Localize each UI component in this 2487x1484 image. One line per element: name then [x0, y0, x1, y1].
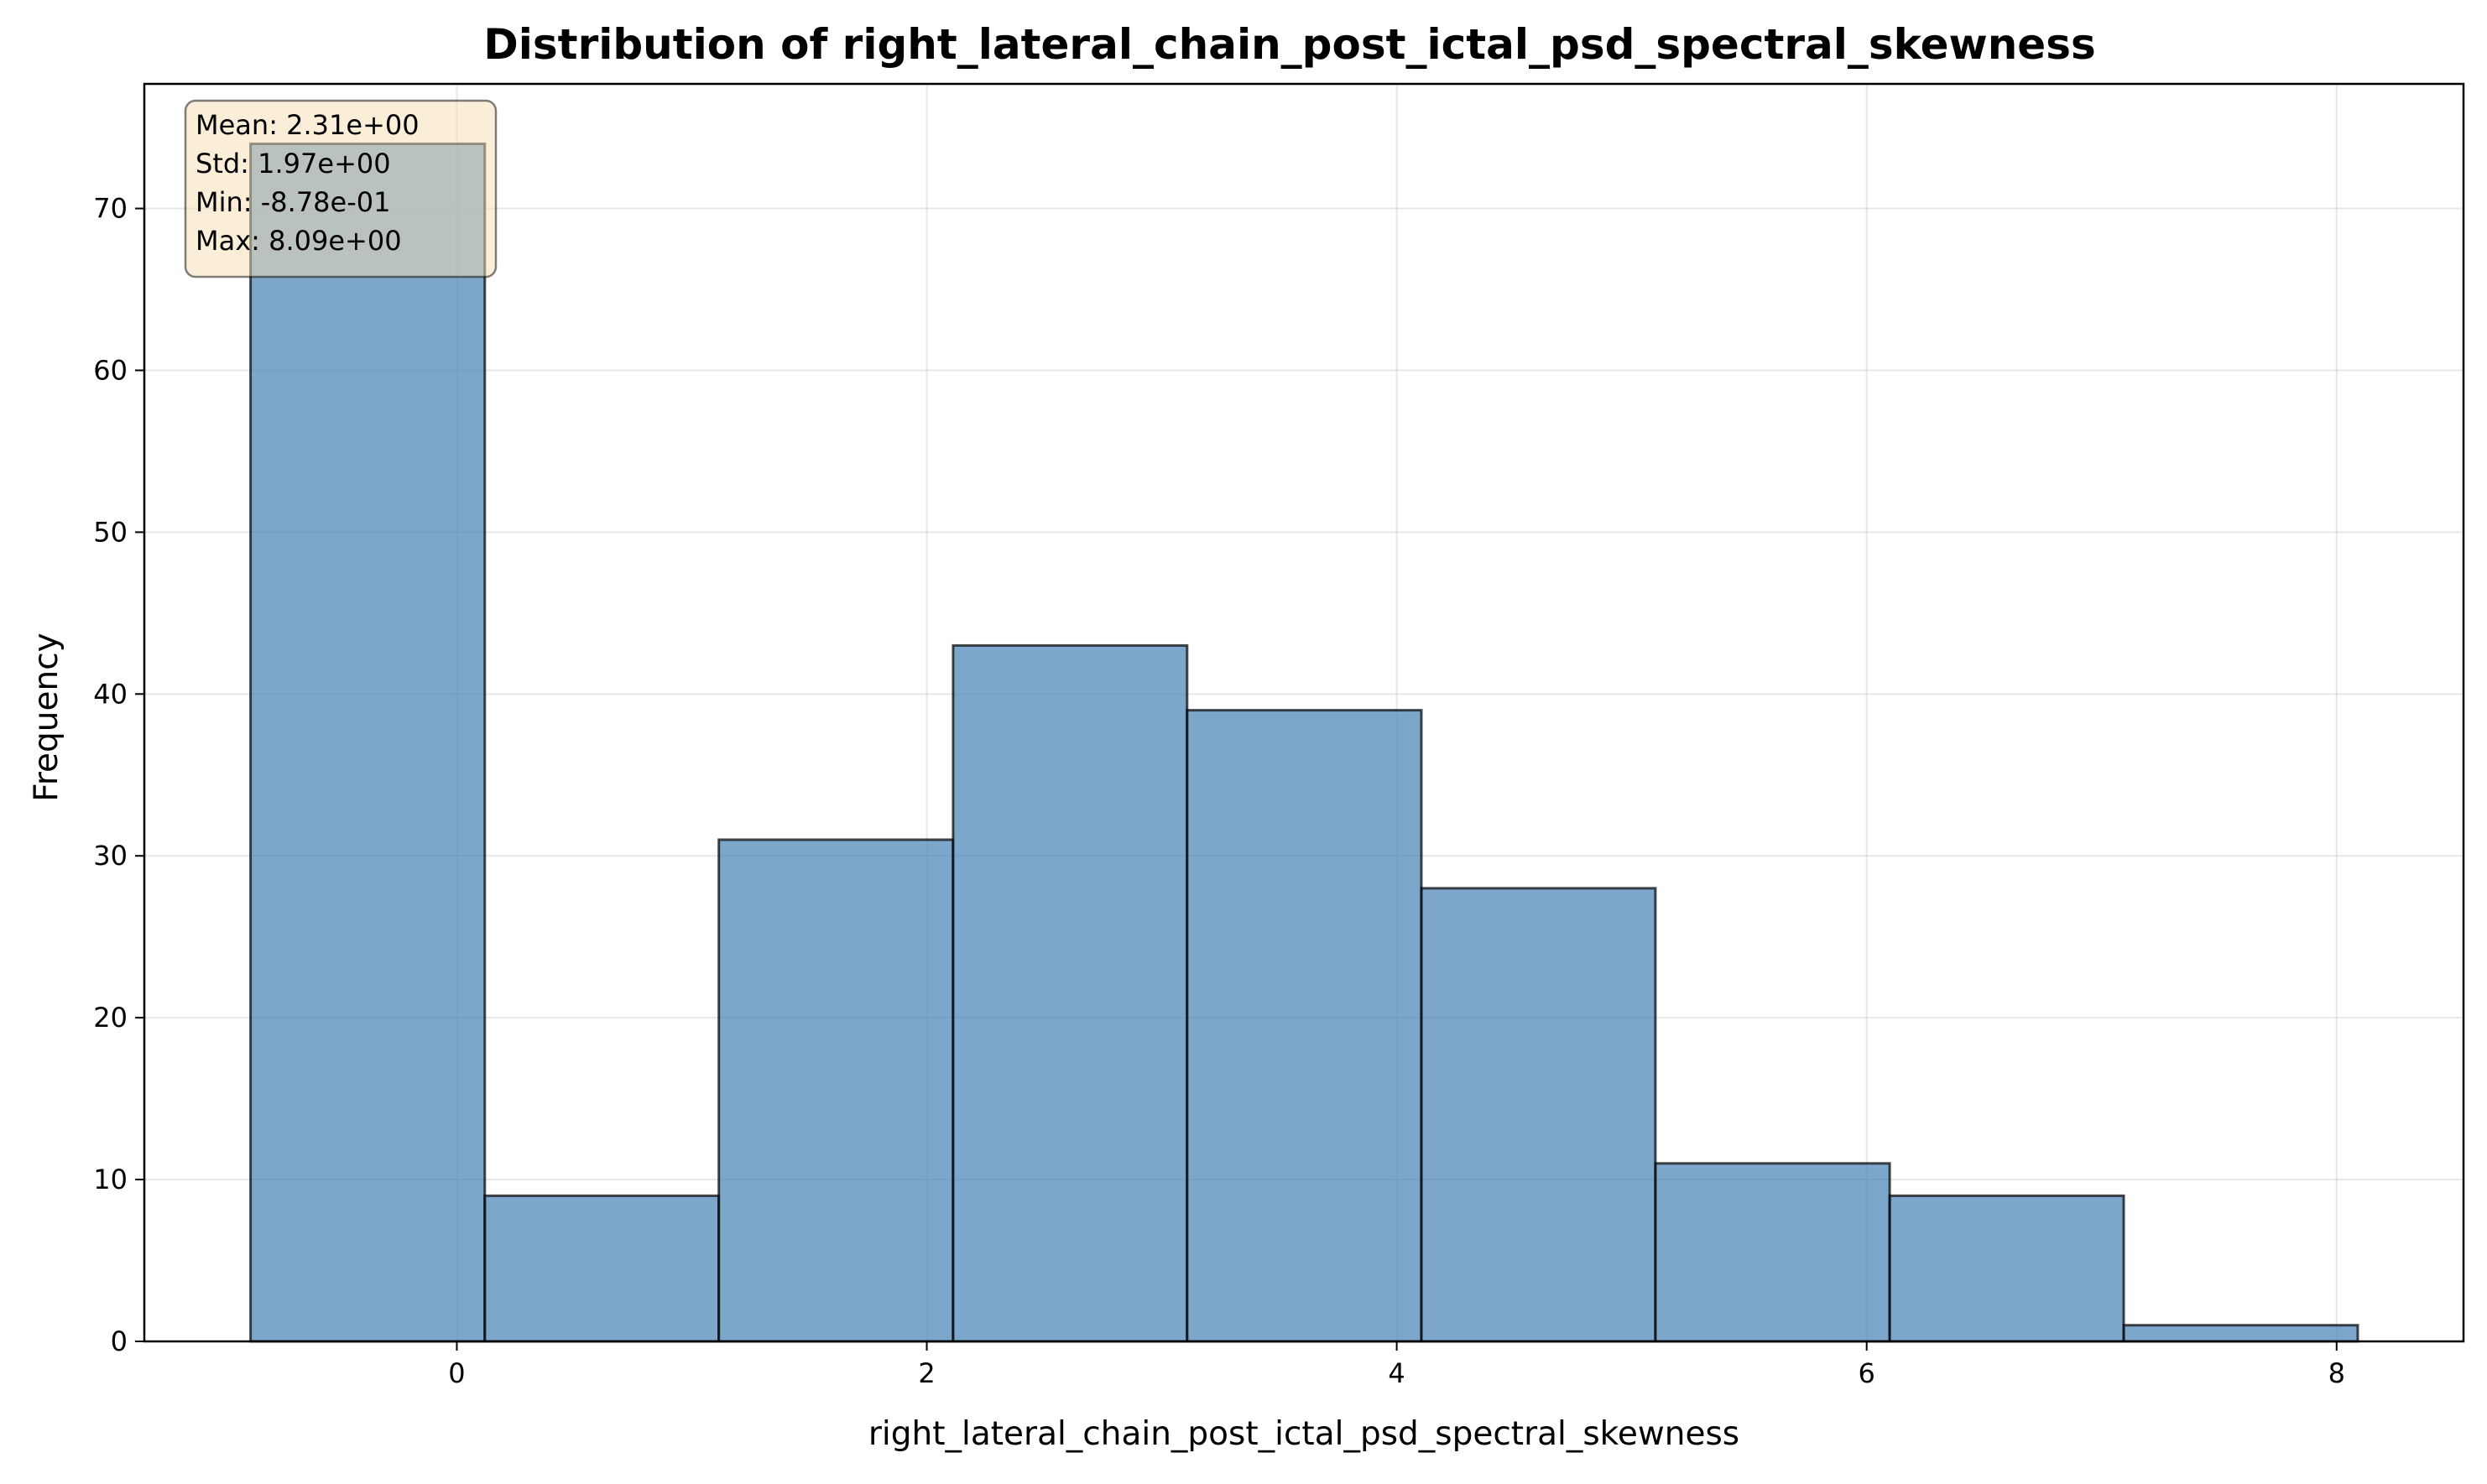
stats-line: Max: 8.09e+00 — [196, 225, 402, 257]
y-axis-label: Frequency — [28, 633, 65, 801]
histogram-bar — [717, 838, 955, 1343]
ticks-layer: 0 2 4 6 8 0 10 20 30 40 50 60 70 — [93, 193, 2345, 1389]
y-tick-label: 40 — [93, 678, 128, 710]
y-tick-label: 60 — [93, 354, 128, 386]
histogram-bar — [483, 1194, 721, 1343]
bars-layer — [249, 142, 2359, 1343]
histogram-bar — [1888, 1194, 2125, 1343]
histogram-bar — [952, 643, 1189, 1343]
x-axis-label: right_lateral_chain_post_ictal_psd_spect… — [868, 1415, 1739, 1453]
stats-line: Mean: 2.31e+00 — [196, 109, 420, 141]
histogram-bar — [1654, 1162, 1891, 1343]
y-tick-label: 30 — [93, 840, 128, 872]
stats-line: Std: 1.97e+00 — [196, 148, 391, 180]
stats-box: Mean: 2.31e+00 Std: 1.97e+00 Min: -8.78e-0… — [184, 99, 498, 279]
y-tick-label: 0 — [111, 1325, 128, 1357]
x-tick-label: 0 — [448, 1357, 465, 1389]
histogram-bar — [1186, 709, 1423, 1343]
histogram-bar — [1420, 887, 1657, 1343]
axes-layer — [143, 82, 2465, 1343]
y-tick-label: 70 — [93, 193, 128, 225]
stats-box-background — [184, 99, 498, 279]
plot-frame — [143, 82, 2465, 1343]
x-tick-label: 6 — [1859, 1357, 1875, 1389]
x-tick-label: 2 — [918, 1357, 935, 1389]
histogram-bar — [2122, 1324, 2359, 1343]
stats-line: Min: -8.78e-01 — [196, 186, 390, 218]
x-tick-label: 8 — [2328, 1357, 2345, 1389]
y-tick-label: 50 — [93, 516, 128, 548]
y-tick-label: 20 — [93, 1002, 128, 1034]
histogram-bar — [249, 142, 487, 1343]
chart-title: Distribution of right_lateral_chain_post… — [483, 20, 2095, 69]
x-tick-label: 4 — [1388, 1357, 1405, 1389]
y-tick-label: 10 — [93, 1164, 128, 1195]
